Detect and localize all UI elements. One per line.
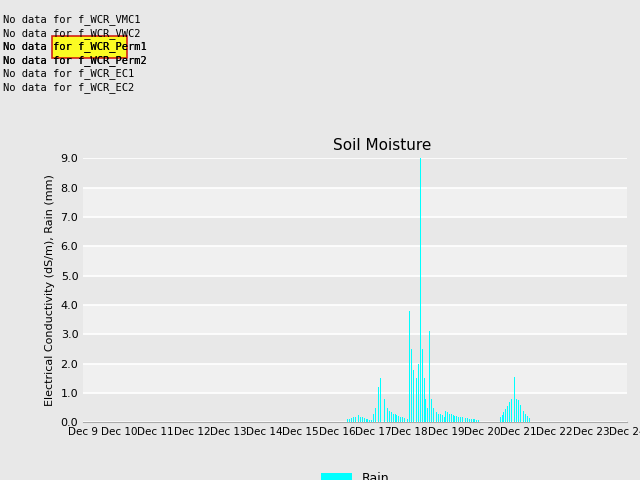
Bar [505,409,506,422]
Bar [391,412,392,422]
Text: No data for f_WCR_VMC1: No data for f_WCR_VMC1 [3,14,141,25]
Text: No data for f_WCR_EC2: No data for f_WCR_EC2 [3,82,134,93]
Bar [393,414,394,422]
Bar [418,364,419,422]
Bar [463,417,465,422]
Bar [454,416,456,422]
Bar [509,402,510,422]
Text: No data for f_WCR_Perm1: No data for f_WCR_Perm1 [3,41,147,52]
Bar [442,415,443,422]
Bar [83,364,627,393]
Bar [83,335,627,364]
Bar [387,408,388,422]
Bar [83,276,627,305]
Bar [525,414,526,422]
Bar [422,349,423,422]
Bar [445,411,446,422]
Bar [83,393,627,422]
Bar [83,305,627,335]
Bar [384,399,385,422]
Bar [469,419,470,422]
Bar [395,414,396,422]
Text: No data for f_WCR_Perm2: No data for f_WCR_Perm2 [3,55,147,66]
Bar [83,188,627,217]
Bar [465,418,467,422]
Bar [396,415,397,422]
Bar [362,417,363,422]
Bar [380,378,381,422]
Bar [436,412,437,422]
Bar [402,417,403,422]
Bar [452,415,454,422]
Bar [358,415,359,422]
Text: No data for f_WCR_Perm2: No data for f_WCR_Perm2 [3,55,147,66]
Bar [516,399,517,422]
Bar [373,414,374,422]
Bar [518,400,519,422]
Bar [83,158,627,188]
Bar [444,417,445,422]
Bar [376,399,378,422]
Bar [378,387,380,422]
Bar [451,414,452,422]
Bar [389,411,390,422]
Bar [507,406,508,422]
Bar [478,420,479,422]
Bar [369,420,370,422]
Bar [433,408,434,422]
Bar [360,417,361,422]
Bar [471,419,472,422]
Text: No data for f_WCR_EC1: No data for f_WCR_EC1 [3,68,134,79]
Bar [458,417,459,422]
Bar [431,399,432,422]
Bar [374,408,376,422]
Bar [364,418,365,422]
Bar [461,417,463,422]
Bar [398,416,399,422]
Bar [429,332,430,422]
Bar [438,414,439,422]
Bar [83,217,627,246]
Bar [472,420,474,422]
Bar [409,311,410,422]
Y-axis label: Electrical Conductivity (dS/m), Rain (mm): Electrical Conductivity (dS/m), Rain (mm… [45,174,55,407]
Bar [356,416,358,422]
Bar [371,420,372,422]
Bar [407,420,408,422]
Bar [449,414,450,422]
Bar [529,418,530,422]
Bar [460,417,461,422]
Text: No data for f_WCR_VWC2: No data for f_WCR_VWC2 [3,28,141,39]
Bar [420,144,421,422]
Bar [456,416,457,422]
Bar [447,412,448,422]
Bar [353,417,354,422]
Bar [83,246,627,276]
Bar [527,416,528,422]
Bar [367,420,369,422]
Bar [467,418,468,422]
Bar [349,419,350,422]
Title: Soil Moisture: Soil Moisture [333,138,431,153]
Bar [385,405,387,422]
Bar [520,405,521,422]
Bar [400,417,401,422]
Text: No data for f_WCR_Perm1: No data for f_WCR_Perm1 [3,41,147,52]
Legend: Rain: Rain [316,467,395,480]
Bar [440,414,441,422]
Bar [351,418,352,422]
Bar [474,420,476,422]
Bar [411,349,412,422]
Bar [476,420,477,422]
Bar [355,417,356,422]
Bar [365,419,367,422]
